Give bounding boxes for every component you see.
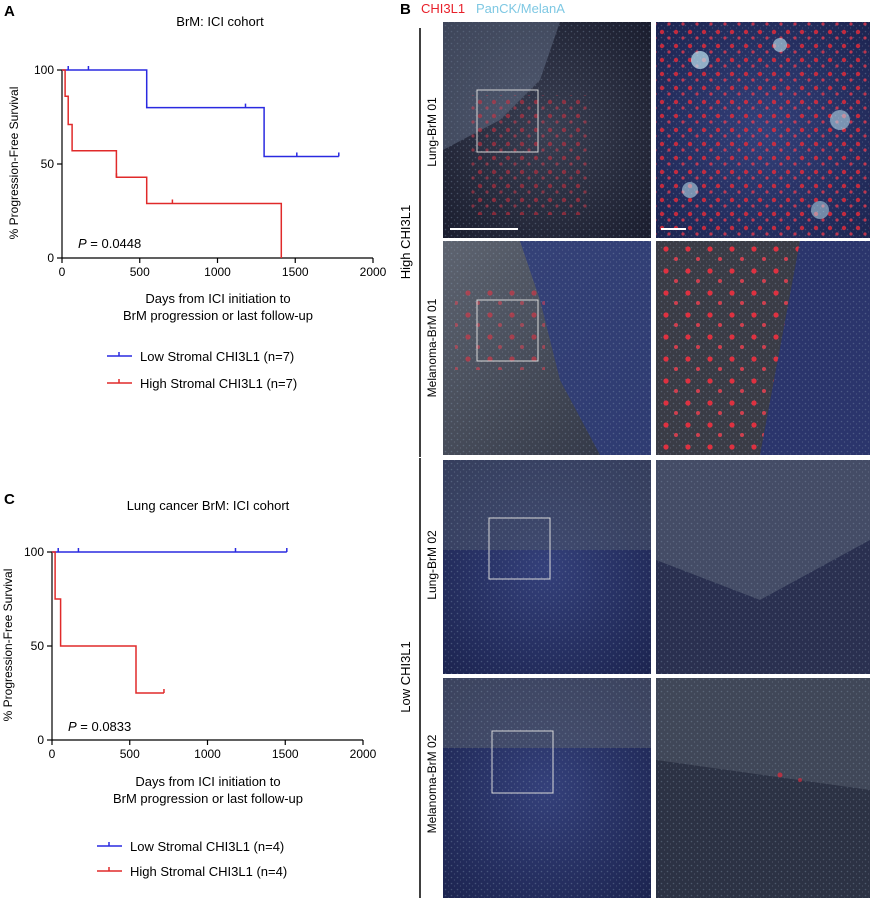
- chart-c-xlabel-line2: BrM progression or last follow-up: [113, 791, 303, 806]
- legend-label-high: High Stromal CHI3L1 (n=7): [140, 376, 297, 391]
- panel-label-b: B: [400, 1, 411, 18]
- chart-a-x-tick-label: 2000: [360, 265, 387, 279]
- panel-label-c: C: [4, 491, 15, 508]
- zoom-box: [476, 89, 539, 153]
- chart-c-series-high-line: [52, 551, 164, 694]
- legend-label-low: Low Stromal CHI3L1 (n=7): [140, 349, 294, 364]
- microscopy-grid: [443, 22, 871, 898]
- row-label-lung-brm-01: Lung-BrM 01: [425, 97, 439, 167]
- zoom-box: [476, 299, 539, 362]
- chart-c-x-tick-label: 500: [120, 747, 140, 761]
- chart-c-ylabel: % Progression-Free Survival: [1, 569, 15, 722]
- chart-c-x-tick-label: 1000: [194, 747, 221, 761]
- zoom-box: [491, 730, 554, 794]
- chart-c-legend: Low Stromal CHI3L1 (n=4) High Stromal CH…: [97, 839, 287, 879]
- chart-c-p-value: P = 0.0833: [68, 719, 131, 734]
- chart-a-xlabel-line1: Days from ICI initiation to: [145, 291, 290, 306]
- image-lung-brm-02-overview: [443, 460, 651, 674]
- image-melanoma-brm-01-zoom: [656, 241, 870, 455]
- chart-c-x-tick-label: 0: [49, 747, 56, 761]
- group-label-high: High CHI3L1: [398, 205, 413, 279]
- km-chart-c: Lung cancer BrM: ICI cohort % Progressio…: [1, 498, 377, 879]
- image-melanoma-brm-01-overview: [443, 241, 651, 455]
- chart-c-y-tick-label: 100: [24, 545, 44, 559]
- chart-c-y-tick-label: 0: [37, 733, 44, 747]
- chart-a-x-tick-label: 1500: [282, 265, 309, 279]
- chart-a-p-value: P = 0.0448: [78, 236, 141, 251]
- image-lung-brm-01-overview: [443, 22, 651, 238]
- chart-a-x-tick-label: 500: [130, 265, 150, 279]
- chart-c-y-tick-label: 50: [31, 639, 45, 653]
- chart-a-legend: Low Stromal CHI3L1 (n=7) High Stromal CH…: [107, 349, 297, 391]
- row-label-lung-brm-02: Lung-BrM 02: [425, 530, 439, 600]
- group-label-low: Low CHI3L1: [398, 641, 413, 713]
- image-melanoma-brm-02-zoom: [656, 678, 870, 898]
- chart-c-title: Lung cancer BrM: ICI cohort: [127, 498, 290, 513]
- km-chart-a: BrM: ICI cohort % Progression-Free Survi…: [7, 14, 387, 391]
- chart-c-x-tick-label: 1500: [272, 747, 299, 761]
- image-melanoma-brm-02-overview: [443, 678, 651, 898]
- legend-label-high: High Stromal CHI3L1 (n=4): [130, 864, 287, 879]
- legend-label-low: Low Stromal CHI3L1 (n=4): [130, 839, 284, 854]
- row-label-melanoma-brm-01: Melanoma-BrM 01: [425, 298, 439, 397]
- chart-a-series-low-line: [62, 69, 339, 158]
- chart-a-y-tick-label: 50: [41, 157, 55, 171]
- chart-a-xlabel-line2: BrM progression or last follow-up: [123, 308, 313, 323]
- panel-label-a: A: [4, 3, 15, 20]
- chart-a-ylabel: % Progression-Free Survival: [7, 87, 21, 240]
- chart-a-x-tick-label: 0: [59, 265, 66, 279]
- chart-a-x-tick-label: 1000: [204, 265, 231, 279]
- chart-c-x-tick-label: 2000: [350, 747, 377, 761]
- row-label-melanoma-brm-02: Melanoma-BrM 02: [425, 734, 439, 833]
- chart-a-title: BrM: ICI cohort: [176, 14, 264, 29]
- chart-a-series-high-line: [62, 69, 283, 258]
- zoom-box: [488, 517, 551, 580]
- chart-a-y-tick-label: 0: [47, 251, 54, 265]
- chart-a-y-tick-label: 100: [34, 63, 54, 77]
- channel-label-panck-melana: PanCK/MelanA: [476, 1, 565, 16]
- channel-label-chi3l1: CHI3L1: [421, 1, 465, 16]
- chart-c-xlabel-line1: Days from ICI initiation to: [135, 774, 280, 789]
- image-lung-brm-01-zoom: [656, 22, 870, 238]
- image-lung-brm-02-zoom: [656, 460, 870, 674]
